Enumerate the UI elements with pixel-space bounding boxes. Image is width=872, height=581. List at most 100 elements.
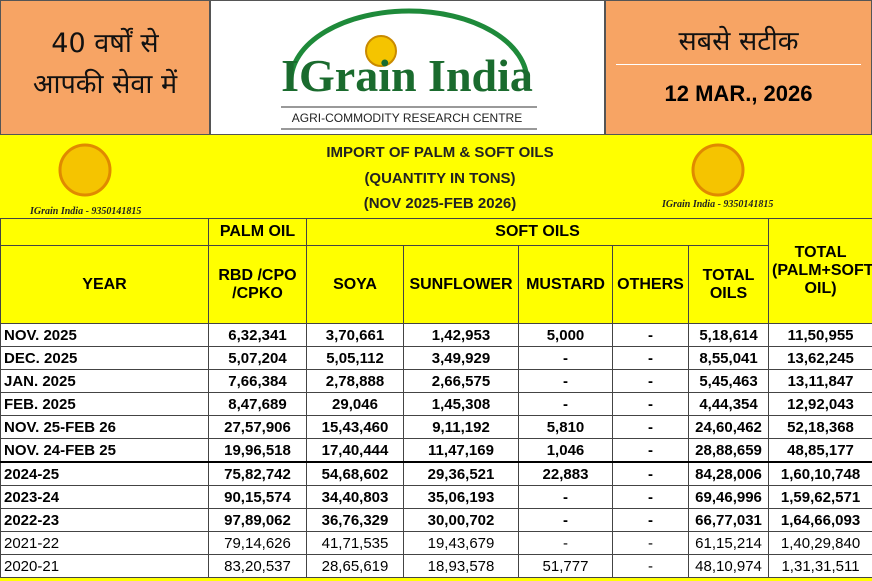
cell: 2022-23	[0, 508, 209, 532]
logo-caption: IGrain India - 9350141815	[662, 199, 774, 210]
cell: 83,20,537	[208, 554, 307, 578]
cell: 2020-21	[0, 554, 209, 578]
cell: 1,60,10,748	[768, 461, 872, 486]
cell: -	[518, 508, 613, 532]
cell: -	[612, 461, 689, 486]
cell: 34,40,803	[306, 485, 404, 509]
group-header: SOFT OILS	[305, 218, 770, 246]
date: 12 MAR., 2026	[664, 81, 813, 106]
cell: 69,46,996	[687, 485, 770, 509]
cell: 13,62,245	[768, 346, 872, 370]
cell: 28,65,619	[306, 554, 404, 578]
cell: 1,40,29,840	[768, 531, 872, 555]
cell: 24,60,462	[687, 415, 770, 439]
logo-subtitle: AGRI-COMMODITY RESEARCH CENTRE	[292, 111, 522, 125]
data-table: PALM OIL SOFT OILS TOTAL (PALM+SOFT OIL) YE…	[0, 218, 872, 578]
cell: -	[518, 346, 613, 370]
logo-title: IGrain India	[281, 50, 533, 101]
cell: 84,28,006	[687, 461, 770, 486]
group-header: PALM OIL	[208, 218, 307, 246]
cell: 29,046	[306, 392, 404, 416]
cell: 5,000	[518, 323, 613, 347]
cell: -	[518, 531, 613, 555]
data-row: 2021-22 79,14,626 41,71,535 19,43,679- -61,1…	[0, 531, 872, 555]
header-row: PALM OIL SOFT OILS TOTAL (PALM+SOFT OIL)	[0, 218, 872, 324]
cell: NOV. 2025	[0, 323, 209, 347]
cell: 2021-22	[0, 531, 209, 555]
cell: 35,06,193	[403, 485, 519, 509]
cell: -	[612, 369, 689, 393]
cell: 13,11,847	[768, 369, 872, 393]
header-row: YEAR RBD /CPO /CPKO SOYA SUNFLOWER MUSTARD OT…	[0, 245, 872, 324]
logo: IGrain India AGRI-COMMODITY RESEARCH CEN…	[281, 8, 537, 130]
slogan: आपकी सेवा में	[32, 69, 178, 100]
cell: 6,32,341	[208, 323, 307, 347]
cell: 75,82,742	[208, 461, 307, 486]
cell: -	[612, 485, 689, 509]
cell: 1,59,62,571	[768, 485, 872, 509]
cell: -	[612, 392, 689, 416]
header-cell: SUNFLOWER	[403, 245, 519, 324]
data-row: NOV. 24-FEB 25 19,96,518 17,40,444 11,47,16…	[0, 438, 872, 463]
cell: 12,92,043	[768, 392, 872, 416]
cell: -	[518, 369, 613, 393]
cell: -	[518, 392, 613, 416]
cell: DEC. 2025	[0, 346, 209, 370]
cell: 29,36,521	[403, 461, 519, 486]
cell: 51,777	[518, 554, 613, 578]
cell: 1,45,308	[403, 392, 519, 416]
cell: 30,00,702	[403, 508, 519, 532]
cell: 27,57,906	[208, 415, 307, 439]
cell: JAN. 2025	[0, 369, 209, 393]
cell: -	[518, 485, 613, 509]
cell: 1,64,66,093	[768, 508, 872, 532]
cell: 8,55,041	[687, 346, 770, 370]
data-row: 2022-23 97,89,062 36,76,329 30,00,702- -66,7…	[0, 508, 872, 532]
title-logos	[58, 143, 745, 197]
cell: 41,71,535	[306, 531, 404, 555]
header-cell: MUSTARD	[518, 245, 613, 324]
data-row: NOV. 25-FEB 26 27,57,906 15,43,460 9,11,192…	[0, 415, 872, 439]
tagline: सबसे सटीक	[678, 26, 799, 57]
cell: 1,42,953	[403, 323, 519, 347]
cell: 19,43,679	[403, 531, 519, 555]
data-row: JAN. 2025 7,66,384 2,78,888 2,66,575- -5,45,…	[0, 369, 872, 393]
cell: 90,15,574	[208, 485, 307, 509]
cell: 5,45,463	[687, 369, 770, 393]
cell: 66,77,031	[687, 508, 770, 532]
right-banner: सबसे सटीक 12 MAR., 2026	[605, 0, 872, 135]
data-row: FEB. 2025 8,47,689 29,046 1,45,308- -4,44,35…	[0, 392, 872, 416]
cell: 48,85,177	[768, 438, 872, 463]
cell: -	[612, 438, 689, 463]
cell: NOV. 25-FEB 26	[0, 415, 209, 439]
cell: 9,11,192	[403, 415, 519, 439]
cell: 2023-24	[0, 485, 209, 509]
cell: -	[612, 508, 689, 532]
header-cell: TOTAL OILS	[687, 245, 770, 324]
cell: 97,89,062	[208, 508, 307, 532]
cell: NOV. 24-FEB 25	[0, 438, 209, 463]
cell: -	[612, 554, 689, 578]
cell: 79,14,626	[208, 531, 307, 555]
cell: -	[612, 323, 689, 347]
cell: 2,78,888	[306, 369, 404, 393]
header-cell: RBD /CPO /CPKO	[208, 245, 307, 324]
left-banner: 40 वर्षों से आपकी सेवा में	[0, 0, 210, 135]
header-cell: TOTAL (PALM+SOFT OIL)	[768, 218, 872, 324]
cell: -	[612, 415, 689, 439]
cell: 18,93,578	[403, 554, 519, 578]
cell: 5,18,614	[687, 323, 770, 347]
logo-caption: IGrain India - 9350141815	[30, 206, 142, 217]
cell: 2,66,575	[403, 369, 519, 393]
title: IMPORT OF PALM & SOFT OILS	[326, 144, 554, 161]
cell: 15,43,460	[306, 415, 404, 439]
data-row: 2020-21 83,20,537 28,65,619 18,93,578 51,777…	[0, 554, 872, 578]
data-row: NOV. 2025 6,32,341 3,70,661 1,42,953 5,000-5…	[0, 323, 872, 347]
cell: 1,31,31,511	[768, 554, 872, 578]
cell: 28,88,659	[687, 438, 770, 463]
cell: 52,18,368	[768, 415, 872, 439]
cell: 2024-25	[0, 461, 209, 486]
cell: 61,15,214	[687, 531, 770, 555]
header-cell: YEAR	[0, 245, 209, 324]
